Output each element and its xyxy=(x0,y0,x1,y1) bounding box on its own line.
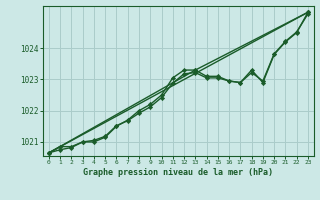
X-axis label: Graphe pression niveau de la mer (hPa): Graphe pression niveau de la mer (hPa) xyxy=(84,168,273,177)
